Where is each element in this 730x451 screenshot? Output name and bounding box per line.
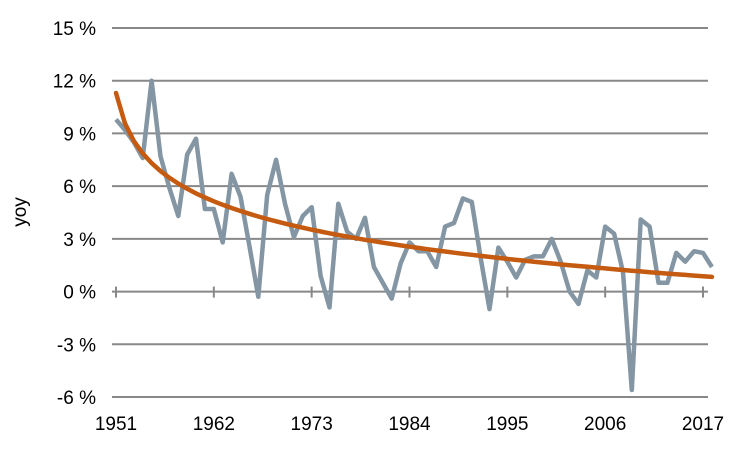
y-axis-tick-labels: -6 % -3 % 0 % 3 % 6 % 9 % 12 % 15 %	[53, 19, 96, 409]
y-tick-label: -3 %	[57, 335, 96, 356]
x-tick-label: 1973	[291, 414, 333, 435]
y-tick-label: 9 %	[63, 124, 96, 145]
x-tick-label: 1984	[388, 414, 431, 435]
y-tick-label: 15 %	[53, 19, 96, 40]
series-lines	[113, 78, 715, 393]
y-axis-label: yoy	[10, 197, 31, 227]
x-tick-label: 2017	[682, 414, 724, 435]
y-tick-label: -6 %	[57, 388, 96, 409]
x-tick-label: 1951	[95, 414, 137, 435]
x-axis: 1951 1962 1973 1984 1995 2006 2017	[95, 286, 724, 435]
y-tick-label: 3 %	[63, 230, 96, 251]
x-tick-label: 1962	[193, 414, 235, 435]
y-tick-label: 6 %	[63, 177, 96, 198]
y-tick-label: 0 %	[63, 283, 96, 304]
x-tick-label: 1995	[486, 414, 528, 435]
gridlines	[112, 27, 708, 398]
x-tick-label: 2006	[584, 414, 626, 435]
y-tick-label: 12 %	[53, 72, 96, 93]
trend-line	[113, 90, 715, 280]
